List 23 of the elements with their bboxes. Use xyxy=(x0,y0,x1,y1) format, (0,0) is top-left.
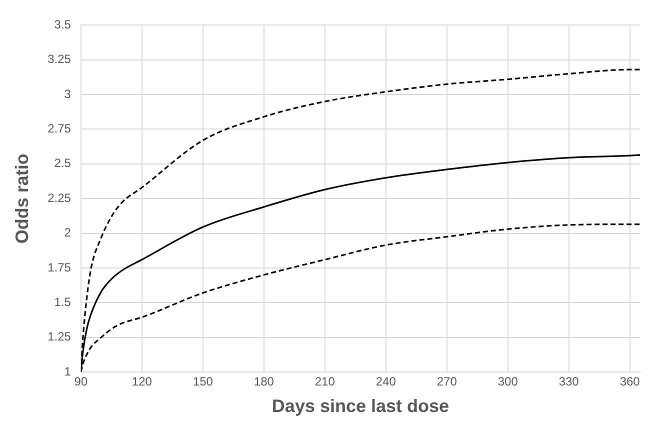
y-axis-title: Odds ratio xyxy=(12,154,32,244)
x-tick-label: 360 xyxy=(620,374,640,389)
x-tick-label: 270 xyxy=(436,374,458,389)
x-tick-label: 300 xyxy=(498,374,518,389)
y-tick-label: 2 xyxy=(64,226,72,240)
x-tick-label: 210 xyxy=(314,374,336,389)
y-tick-label: 1 xyxy=(64,364,72,378)
y-tick-label: 1.5 xyxy=(54,294,72,309)
x-tick-label: 180 xyxy=(254,374,274,389)
y-tick-label: 2.75 xyxy=(48,122,72,136)
y-tick-label: 1.75 xyxy=(48,260,72,274)
x-tick-label: 240 xyxy=(376,374,396,389)
x-axis-title: Days since last dose xyxy=(272,396,450,416)
y-tick-label: 3 xyxy=(64,86,72,101)
x-tick-label: 90 xyxy=(74,374,88,389)
y-tick-label: 3.25 xyxy=(48,52,72,66)
x-tick-label: 330 xyxy=(558,374,580,389)
y-tick-label: 2.25 xyxy=(48,190,72,205)
x-tick-label: 150 xyxy=(192,374,214,389)
y-tick-label: 3.5 xyxy=(54,18,72,32)
y-tick-label: 2.5 xyxy=(54,156,72,170)
y-tick-label: 1.25 xyxy=(48,330,72,344)
x-tick-label: 120 xyxy=(132,374,152,389)
